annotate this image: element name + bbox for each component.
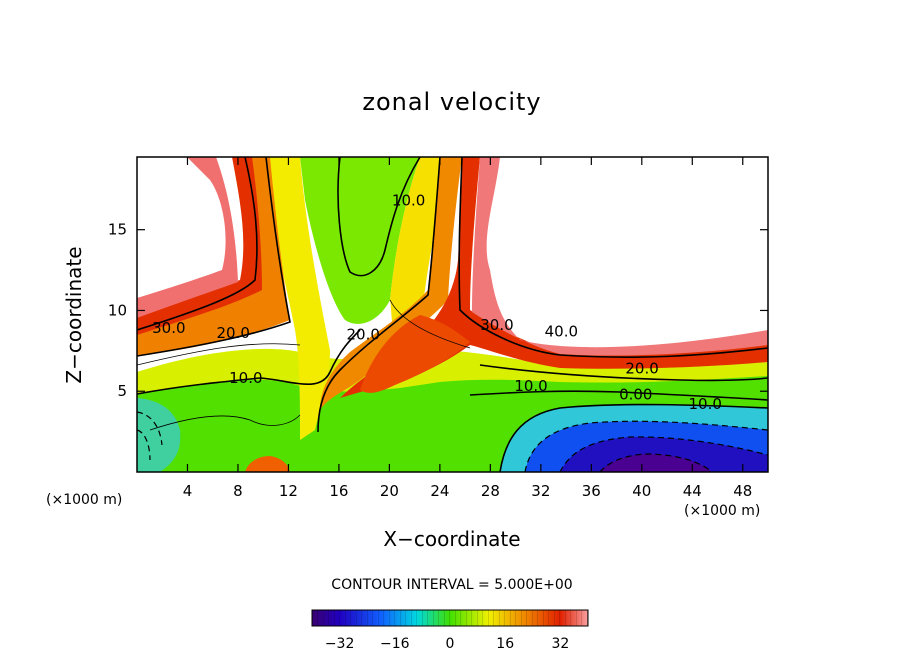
contour-label: 20.0 [346, 326, 379, 344]
x-tick-label: 32 [531, 482, 550, 500]
contour-label: 10.0 [514, 377, 547, 395]
contour-label: 30.0 [152, 319, 185, 337]
contour-label: 20.0 [625, 359, 658, 377]
region-red-center [360, 315, 470, 393]
contour-line-20c [479, 364, 768, 382]
y-tick-label: 10 [108, 301, 127, 319]
region-pink-right [472, 157, 768, 356]
x-tick-label: 16 [329, 482, 348, 500]
region-purple [600, 454, 712, 472]
contour-label: 10.0 [392, 191, 425, 209]
contour-line-0 [499, 403, 768, 472]
contour-label: 30.0 [480, 316, 513, 334]
contour-line-10b [337, 157, 421, 277]
x-unit-left: (×1000 m) [46, 492, 123, 508]
chart-title: zonal velocity [362, 88, 542, 116]
contour-lines [137, 157, 768, 472]
region-yellow-right [390, 157, 448, 345]
contour-label: 40.0 [545, 322, 578, 340]
contour-line-20 [137, 157, 291, 357]
contour-line-negative [137, 411, 768, 472]
x-unit-right: (×1000 m) [684, 503, 761, 519]
region-pink-left [137, 157, 238, 318]
contour-line-30 [137, 157, 258, 331]
x-tick-label: 40 [632, 482, 651, 500]
region-orange-bottom [245, 456, 290, 472]
x-tick-label: 48 [733, 482, 752, 500]
colorbar-tick-label: 32 [551, 636, 569, 652]
x-tick-label: 44 [683, 482, 702, 500]
x-tick-label: 4 [183, 482, 193, 500]
x-tick-label: 8 [233, 482, 243, 500]
x-tick-label: 28 [481, 482, 500, 500]
colorbar: −32 −16 0 16 32 [311, 609, 589, 652]
contour-label: 0.00 [619, 385, 652, 403]
contour-line-thin [137, 299, 471, 431]
region-yellow-band [262, 157, 330, 440]
contour-field [137, 157, 768, 472]
colorbar-ticks: −32 −16 0 16 32 [325, 636, 569, 652]
region-orange-right [320, 157, 462, 410]
contour-line-30b [458, 157, 768, 358]
colorbar-frame [311, 609, 589, 627]
x-tick-label: 24 [430, 482, 449, 500]
contour-line-10c [469, 390, 768, 401]
region-green-upper [300, 157, 420, 324]
colorbar-tick-label: −32 [325, 636, 355, 652]
contour-labels: 30.0 20.0 10.0 20.0 10.0 30.0 40.0 20.0 10.0 0.00… [152, 191, 722, 413]
contour-label: 10.0 [229, 369, 262, 387]
colorbar-tick-label: 16 [496, 636, 514, 652]
x-tick-label: 12 [279, 482, 298, 500]
y-axis: 5 10 15 [108, 221, 768, 400]
region-red-left [137, 157, 262, 335]
x-axis-label: X−coordinate [383, 527, 521, 551]
region-orange-left [137, 157, 290, 356]
x-tick-label: 20 [380, 482, 399, 500]
plot-frame [136, 156, 769, 473]
x-tick-label: 36 [582, 482, 601, 500]
y-tick-label: 15 [108, 221, 127, 239]
colorbar-tick-label: 0 [446, 636, 455, 652]
contour-line-20b [317, 157, 441, 433]
contour-label: 20.0 [217, 324, 250, 342]
contour-label: 10.0 [688, 395, 721, 413]
y-tick-label: 5 [117, 382, 127, 400]
colorbar-tick-label: −16 [380, 636, 410, 652]
y-axis-label: Z−coordinate [62, 246, 86, 384]
x-axis: 4 8 12 16 20 24 28 32 36 40 44 48 [183, 157, 752, 500]
colorbar-stripes [312, 610, 588, 626]
contour-line-10 [137, 329, 361, 395]
contour-interval: CONTOUR INTERVAL = 5.000E+00 [331, 577, 573, 593]
